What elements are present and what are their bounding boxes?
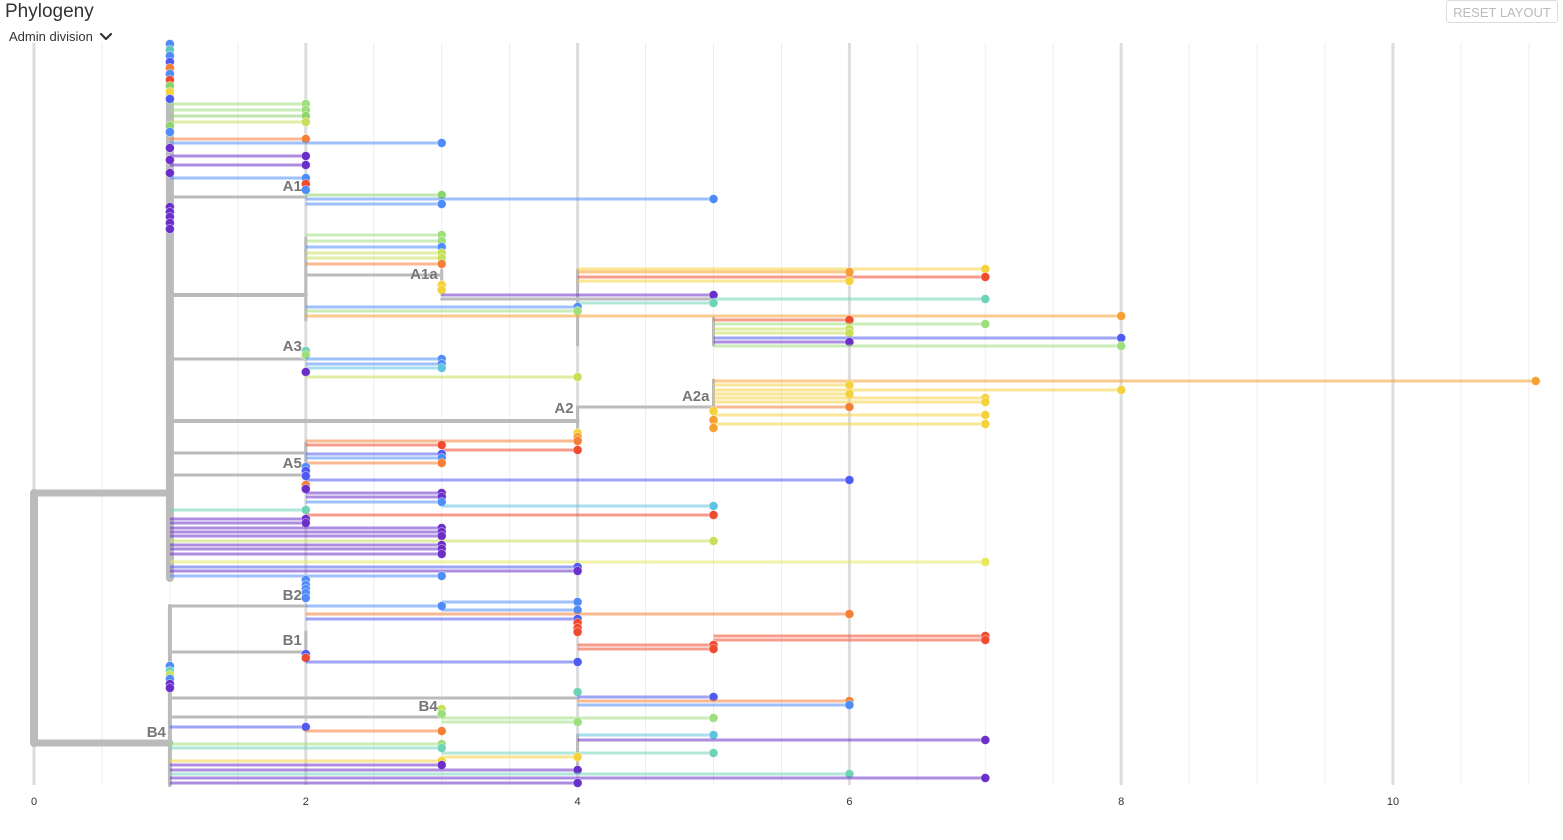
x-tick-label: 10 (1387, 796, 1399, 808)
tip-node[interactable] (708, 748, 719, 758)
tip-node[interactable] (164, 683, 175, 693)
tip-node[interactable] (300, 367, 311, 377)
color-by-label: Admin division (9, 29, 93, 44)
tip-node[interactable] (572, 627, 583, 637)
clade-label: A3 (283, 338, 302, 355)
tip-node[interactable] (300, 593, 311, 603)
tip-node[interactable] (436, 549, 447, 559)
tip-node[interactable] (844, 609, 855, 619)
tip-node[interactable] (436, 531, 447, 541)
tip-node[interactable] (436, 138, 447, 148)
tip-node[interactable] (436, 259, 447, 269)
tip-node[interactable] (980, 773, 991, 783)
tip-node[interactable] (572, 306, 583, 316)
tip-node[interactable] (572, 566, 583, 576)
tip-node[interactable] (164, 143, 175, 153)
tip-node[interactable] (164, 94, 175, 104)
x-tick-label: 4 (575, 796, 581, 808)
tip-node[interactable] (980, 410, 991, 420)
tip-node[interactable] (436, 571, 447, 581)
tip-node[interactable] (436, 363, 447, 373)
x-tick-label: 0 (31, 796, 37, 808)
tip-node[interactable] (300, 117, 311, 127)
x-tick-label: 6 (846, 796, 852, 808)
tip-node[interactable] (436, 743, 447, 753)
chevron-down-icon (99, 32, 112, 40)
tip-node[interactable] (300, 185, 311, 195)
page-title: Phylogeny (5, 1, 94, 22)
clade-label: B4 (419, 698, 439, 715)
tip-node[interactable] (708, 644, 719, 654)
x-tick-label: 8 (1118, 796, 1124, 808)
clade-label: B4 (147, 724, 167, 741)
tip-node[interactable] (980, 319, 991, 329)
tip-node[interactable] (164, 224, 175, 234)
tip-node[interactable] (708, 423, 719, 433)
tip-node[interactable] (980, 397, 991, 407)
tip-node[interactable] (572, 372, 583, 382)
tip-node[interactable] (980, 735, 991, 745)
tip-node[interactable] (708, 730, 719, 740)
tip-node[interactable] (980, 557, 991, 567)
tip-node[interactable] (708, 713, 719, 723)
tip-node[interactable] (844, 402, 855, 412)
tip-node[interactable] (1116, 311, 1127, 321)
tip-node[interactable] (980, 272, 991, 282)
tip-node[interactable] (164, 127, 175, 137)
tip-node[interactable] (844, 267, 855, 277)
tip-node[interactable] (844, 276, 855, 286)
tip-node[interactable] (300, 160, 311, 170)
tip-node[interactable] (300, 505, 311, 515)
clade-label: B1 (283, 632, 302, 649)
tip-node[interactable] (844, 380, 855, 390)
tip-node[interactable] (1530, 376, 1541, 386)
tip-node[interactable] (844, 475, 855, 485)
tip-node[interactable] (980, 635, 991, 645)
tip-node[interactable] (572, 436, 583, 446)
tip-node[interactable] (708, 510, 719, 520)
tip-node[interactable] (572, 445, 583, 455)
tip-node[interactable] (572, 687, 583, 697)
tip-node[interactable] (708, 536, 719, 546)
tip-node[interactable] (300, 151, 311, 161)
tip-node[interactable] (844, 328, 855, 338)
tip-node[interactable] (1116, 385, 1127, 395)
reset-layout-button[interactable]: RESET LAYOUT (1446, 0, 1558, 23)
clade-label: B2 (283, 587, 302, 604)
clade-label: A1a (410, 266, 438, 283)
tip-node[interactable] (436, 458, 447, 468)
tip-node[interactable] (572, 778, 583, 788)
tip-node[interactable] (436, 440, 447, 450)
color-by-dropdown[interactable]: Admin division (9, 29, 113, 44)
tip-node[interactable] (980, 419, 991, 429)
clade-label: A2a (682, 388, 710, 405)
tip-node[interactable] (1116, 341, 1127, 351)
phylogeny-tree[interactable]: 0 2 4 6 8 10 A1 A1a A3 A2 A2a A5 B2 B1 B4 B4 (0, 0, 1563, 815)
tip-node[interactable] (572, 657, 583, 667)
tip-node[interactable] (164, 168, 175, 178)
tip-node[interactable] (708, 298, 719, 308)
tip-node[interactable] (572, 717, 583, 727)
tip-node[interactable] (436, 726, 447, 736)
tip-node[interactable] (708, 501, 719, 511)
tip-node[interactable] (436, 199, 447, 209)
tip-node[interactable] (164, 155, 175, 165)
tip-node[interactable] (300, 518, 311, 528)
tip-node[interactable] (980, 294, 991, 304)
tip-node[interactable] (708, 194, 719, 204)
clade-label: A2 (554, 400, 573, 417)
clade-label: A1 (283, 178, 302, 195)
tip-node[interactable] (436, 760, 447, 770)
tip-node[interactable] (436, 285, 447, 295)
x-tick-label: 2 (303, 796, 309, 808)
tip-node[interactable] (844, 700, 855, 710)
clade-label: A5 (283, 455, 302, 472)
tip-node[interactable] (572, 752, 583, 762)
